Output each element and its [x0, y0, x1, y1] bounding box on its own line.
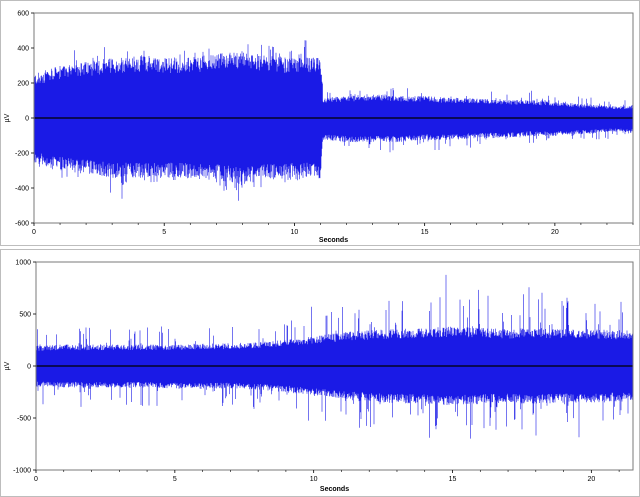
y-tick-label: 400 [17, 46, 29, 53]
x-tick-label: 10 [291, 229, 299, 236]
x-tick-label: 15 [449, 476, 457, 483]
x-tick-label: 20 [587, 476, 595, 483]
eeg-trace-chart-bottom: -1000 -500 0 500 1000 0 5 10 15 20 Seconds µV [4, 260, 634, 493]
y-tick-label: -1000 [13, 468, 31, 475]
eeg-trace-chart-top: -600 -400 -200 0 200 400 600 0 5 10 15 20 Seconds µV [4, 11, 634, 244]
chart-panel-bottom: -1000 -500 0 500 1000 0 5 10 15 20 Seconds µV [0, 249, 640, 497]
y-tick-label: 0 [25, 116, 29, 123]
y-axis-title: µV [4, 113, 11, 122]
x-axis-title: Seconds [319, 237, 348, 244]
y-tick-label: 200 [17, 81, 29, 88]
x-tick-label: 10 [310, 476, 318, 483]
x-tick-label: 20 [551, 229, 559, 236]
x-tick-label: 15 [421, 229, 429, 236]
y-tick-label: 600 [17, 11, 29, 18]
y-axis-title: µV [4, 361, 11, 370]
y-tick-label: -200 [15, 151, 29, 158]
y-tick-label: -500 [17, 416, 31, 423]
x-tick-label: 0 [34, 476, 38, 483]
x-tick-label: 0 [32, 229, 36, 236]
y-tick-label: -600 [15, 221, 29, 228]
y-tick-label: 500 [19, 312, 31, 319]
x-axis-title: Seconds [320, 486, 349, 493]
y-tick-label: -400 [15, 186, 29, 193]
y-tick-label: 1000 [15, 260, 31, 267]
x-tick-label: 5 [162, 229, 166, 236]
y-tick-label: 0 [27, 364, 31, 371]
chart-panel-top: -600 -400 -200 0 200 400 600 0 5 10 15 20 Seconds µV [0, 0, 640, 246]
x-tick-label: 5 [173, 476, 177, 483]
